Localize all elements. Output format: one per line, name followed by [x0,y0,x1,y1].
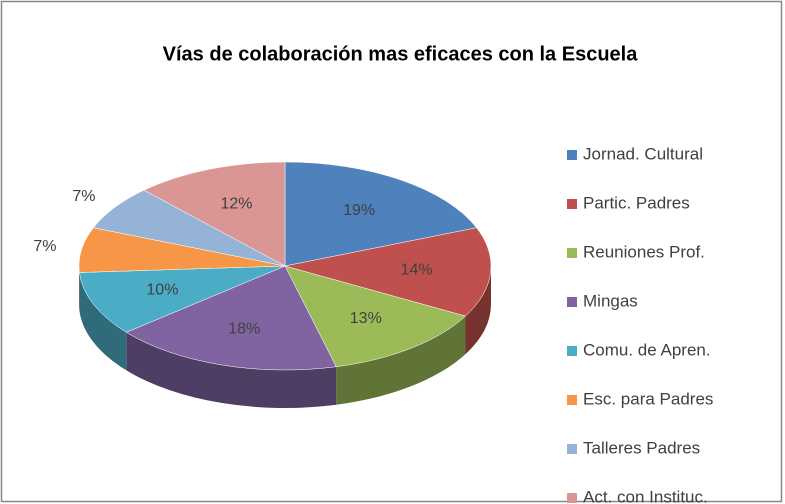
legend-label: Reuniones Prof. [583,242,705,261]
data-label: 7% [33,238,56,255]
pie-slice [125,265,337,371]
pie-slice [79,265,286,333]
legend-label: Partic. Padres [583,193,690,212]
pie-slice [284,265,467,368]
legend-label: Act. con Instituc. [583,487,708,504]
data-label: 18% [228,321,260,338]
pie-slice-side [465,266,491,355]
data-label: 19% [343,202,375,219]
legend-swatch [567,199,577,209]
data-label: 12% [220,195,252,212]
legend-label: Jornad. Cultural [583,144,703,163]
chart-title: Vías de colaboración mas eficaces con la… [163,43,639,65]
legend-swatch [567,150,577,160]
pie-slice [284,227,492,317]
pie-slice-side [79,272,127,371]
legend-swatch [567,297,577,307]
legend-swatch [567,493,577,503]
legend-swatch [567,395,577,405]
legend-label: Talleres Padres [583,438,700,457]
data-label: 10% [146,282,178,299]
pie-slice-side [126,332,337,408]
data-label: 14% [401,261,433,278]
legend-swatch [567,346,577,356]
legend-label: Comu. de Apren. [583,340,711,359]
data-label: 13% [350,310,382,327]
pie-slice [143,161,286,267]
legend-swatch [567,444,577,454]
legend-swatch [567,248,577,258]
legend-label: Mingas [583,291,638,310]
data-label: 7% [72,188,95,205]
legend-label: Esc. para Padres [583,389,713,408]
pie-slice [284,161,477,267]
